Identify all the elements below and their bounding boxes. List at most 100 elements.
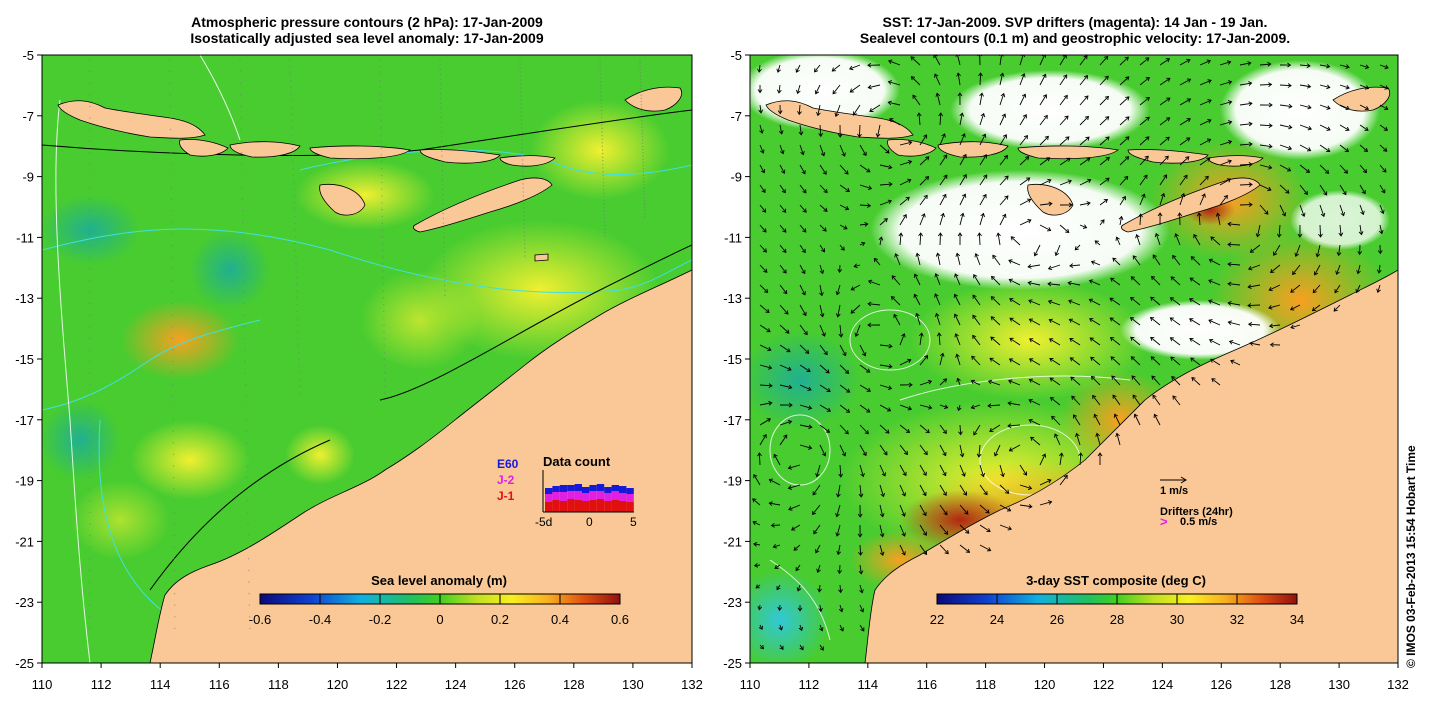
x-tick-label: 124 — [445, 677, 467, 692]
inset-bar-segment — [619, 493, 627, 501]
y-tick-label: -9 — [730, 170, 742, 185]
inset-bar-segment — [545, 494, 553, 502]
inset-bar-segment — [545, 502, 553, 512]
colorbar-tick-label: -0.2 — [369, 612, 391, 627]
right-land-masses — [765, 86, 1398, 663]
inset-bar-segment — [589, 500, 597, 512]
inset-bar-segment — [589, 491, 597, 500]
colorbar-tick-label: 32 — [1230, 612, 1244, 627]
inset-bar-segment — [596, 491, 605, 499]
inset-bar-segment — [604, 501, 612, 512]
x-tick-label: 110 — [740, 677, 761, 692]
x-tick-label: 128 — [1269, 677, 1291, 692]
inset-bar-segment — [582, 493, 590, 501]
inset-bar-segment — [619, 501, 627, 512]
inset-bar-segment — [567, 485, 575, 491]
x-tick-label: 118 — [268, 677, 289, 692]
inset-bar-segment — [619, 486, 627, 493]
inset-bar-segment — [611, 491, 619, 500]
colorbar-tick-label: 0 — [436, 612, 443, 627]
left-map — [42, 55, 692, 663]
x-tick-label: 132 — [681, 677, 703, 692]
inset-bar-segment — [611, 485, 619, 491]
geostrophic-velocity-vectors — [752, 55, 1389, 651]
y-tick-label: -19 — [723, 474, 742, 489]
left-map-title: Atmospheric pressure contours (2 hPa): 1… — [42, 14, 692, 46]
colorbar-tick-label: 26 — [1050, 612, 1064, 627]
x-tick-label: 112 — [91, 677, 112, 692]
right-title-line1: SST: 17-Jan-2009. SVP drifters (magenta)… — [882, 14, 1268, 30]
right-colorbar-ticks: 22 24 26 28 30 32 34 — [930, 594, 1304, 627]
y-tick-label: -11 — [724, 230, 742, 245]
y-tick-label: -23 — [15, 595, 34, 610]
colorbar-tick-label: 0.6 — [611, 612, 629, 627]
inset-bar-segment — [567, 499, 575, 512]
inset-bar-segment — [559, 485, 568, 492]
x-tick-label: 112 — [799, 677, 820, 692]
x-tick-label: 110 — [32, 677, 53, 692]
inset-bar-segment — [596, 499, 605, 512]
left-title-line1: Atmospheric pressure contours (2 hPa): 1… — [191, 14, 543, 30]
drifters-label: Drifters (24hr) — [1160, 506, 1233, 518]
inset-legend-j2: J-2 — [497, 473, 515, 487]
y-tick-label: -9 — [22, 170, 34, 185]
colorbar-tick-label: 24 — [990, 612, 1004, 627]
y-tick-label: -17 — [723, 413, 742, 428]
x-tick-label: 120 — [327, 677, 349, 692]
colorbar-tick-label: 28 — [1110, 612, 1124, 627]
inset-bar-segment — [567, 491, 575, 499]
inset-bar-segment — [559, 501, 568, 512]
y-tick-label: -7 — [730, 109, 742, 124]
inset-bar-segment — [552, 492, 560, 500]
x-tick-label: 116 — [916, 677, 937, 692]
y-tick-label: -19 — [15, 474, 34, 489]
x-tick-label: 132 — [1387, 677, 1409, 692]
inset-bar-segment — [596, 484, 605, 491]
inset-bar-segment — [589, 485, 597, 491]
colorbar-tick-label: -0.4 — [309, 612, 331, 627]
y-tick-label: -13 — [15, 291, 34, 306]
x-tick-label: 128 — [563, 677, 585, 692]
drifters-scale-label: 0.5 m/s — [1180, 516, 1217, 528]
x-tick-label: 122 — [1093, 677, 1115, 692]
inset-bar-segment — [574, 500, 582, 512]
y-tick-label: -5 — [730, 48, 742, 63]
y-tick-label: -23 — [723, 595, 742, 610]
data-count-inset: E60 J-2 J-1 Data count -5d 0 5 — [497, 454, 637, 529]
right-colorbar: 3-day SST composite (deg C) 22 24 26 28 30 32… — [930, 573, 1304, 627]
colorbar-tick-label: 22 — [930, 612, 944, 627]
inset-bar-segment — [545, 488, 553, 494]
colorbar-tick-label: 30 — [1170, 612, 1184, 627]
x-tick-label: 130 — [622, 677, 644, 692]
inset-bar-segment — [552, 500, 560, 512]
drifter-arrow-icon: > — [1160, 514, 1168, 529]
inset-xtick-end: 5 — [630, 515, 637, 529]
inset-xtick-start: -5d — [535, 515, 552, 529]
x-tick-label: 126 — [504, 677, 526, 692]
left-land-masses — [57, 86, 692, 663]
inset-legend-e60: E60 — [497, 457, 519, 471]
inset-bar-segment — [626, 488, 634, 494]
x-tick-label: 116 — [209, 677, 230, 692]
inset-bar-segment — [626, 494, 634, 502]
velocity-legend: 1 m/s Drifters (24hr) > 0.5 m/s — [1160, 476, 1233, 529]
y-tick-label: -5 — [22, 48, 34, 63]
y-tick-label: -25 — [15, 656, 34, 671]
x-tick-label: 122 — [386, 677, 408, 692]
x-tick-label: 118 — [975, 677, 996, 692]
left-colorbar-ticks: -0.6 -0.4 -0.2 0 0.2 0.4 0.6 — [249, 594, 629, 627]
colorbar-tick-label: 0.4 — [551, 612, 569, 627]
inset-bar-segment — [552, 486, 560, 492]
colorbar-tick-label: 34 — [1290, 612, 1304, 627]
y-tick-label: -7 — [22, 109, 34, 124]
inset-bar-segment — [582, 487, 590, 493]
left-colorbar: Sea level anomaly (m) -0.6 -0.4 -0.2 0 0.2 0.… — [249, 573, 629, 627]
right-title-line2: Sealevel contours (0.1 m) and geostrophi… — [859, 30, 1291, 46]
inset-bar-segment — [604, 487, 612, 493]
left-title-line2: Isostatically adjusted sea level anomaly… — [190, 30, 544, 46]
inset-bars — [545, 484, 634, 512]
x-tick-label: 120 — [1034, 677, 1056, 692]
inset-bar-segment — [626, 502, 634, 512]
colorbar-tick-label: 0.2 — [491, 612, 509, 627]
colorbar-tick-label: -0.6 — [249, 612, 271, 627]
